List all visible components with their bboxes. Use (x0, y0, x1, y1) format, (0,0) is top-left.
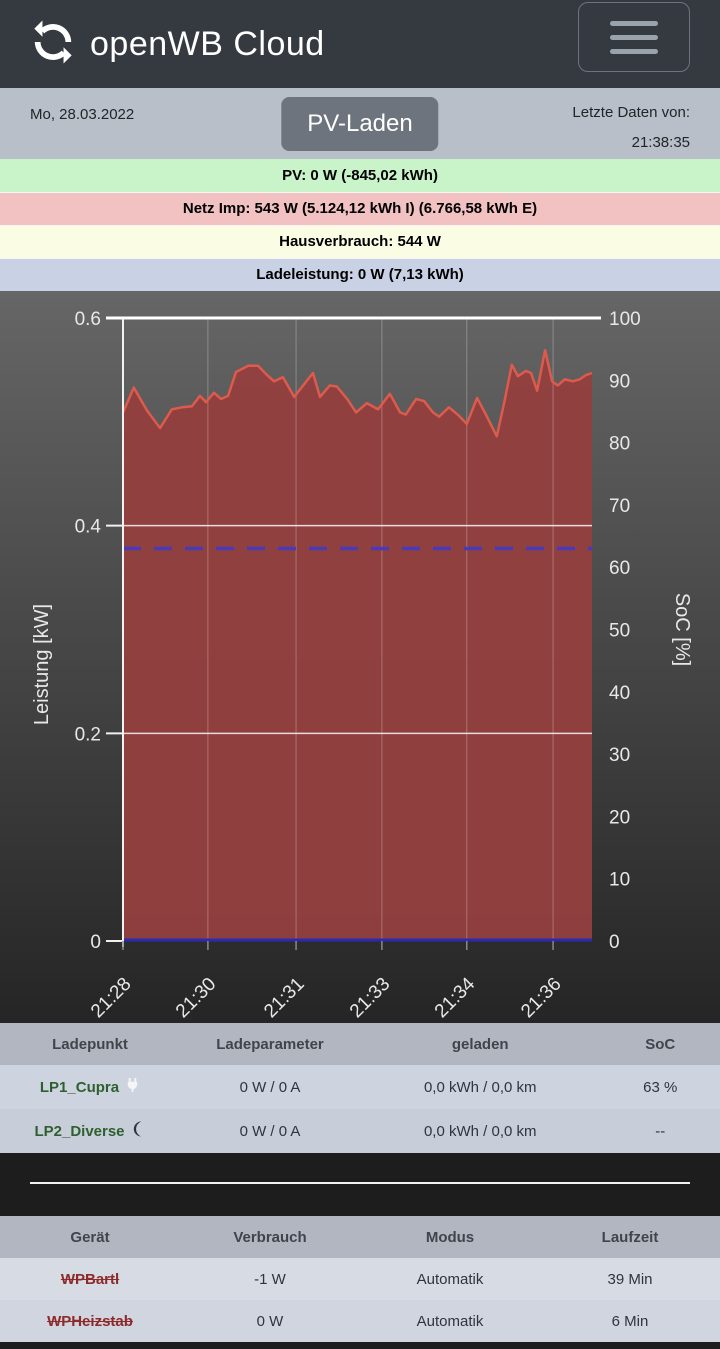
col-geraet: Gerät (0, 1216, 180, 1258)
wpbartl-runtime: 39 Min (540, 1258, 720, 1300)
app-header: openWB Cloud (0, 0, 720, 88)
status-rows: PV: 0 W (-845,02 kWh) Netz Imp: 543 W (5… (0, 159, 720, 291)
table-row: WPBartl -1 W Automatik 39 Min (0, 1258, 720, 1300)
svg-text:30: 30 (609, 745, 630, 766)
col-soc: SoC (600, 1023, 720, 1065)
wpbartl-consumption: -1 W (180, 1258, 360, 1300)
wpheizstab-consumption: 0 W (180, 1300, 360, 1342)
table-row: WPHeizstab 0 W Automatik 6 Min (0, 1300, 720, 1342)
lp2-params: 0 W / 0 A (180, 1109, 360, 1153)
app-footer (0, 1342, 720, 1349)
brand: openWB Cloud (0, 19, 325, 70)
col-verbrauch: Verbrauch (180, 1216, 360, 1258)
col-laufzeit: Laufzeit (540, 1216, 720, 1258)
chart-section: 0 0.2 0.4 0.6 0 10 20 30 40 50 60 70 80 90 100 21:28 21:… (0, 291, 720, 1023)
status-row-charge: Ladeleistung: 0 W (7,13 kWh) (0, 258, 720, 291)
svg-text:SoC [%]: SoC [%] (671, 593, 693, 666)
wpbartl-mode: Automatik (360, 1258, 540, 1300)
chargepoint-lp1-link[interactable]: LP1_Cupra (40, 1077, 140, 1097)
last-data-block: Letzte Daten von: 21:38:35 (572, 98, 690, 158)
svg-text:100: 100 (609, 309, 641, 330)
hamburger-icon (610, 20, 658, 26)
last-data-label: Letzte Daten von: (572, 104, 690, 121)
status-row-grid: Netz Imp: 543 W (5.124,12 kWh I) (6.766,… (0, 192, 720, 225)
moon-icon (131, 1121, 146, 1141)
plug-icon (125, 1077, 140, 1097)
status-row-house: Hausverbrauch: 544 W (0, 225, 720, 258)
svg-text:0.4: 0.4 (75, 517, 102, 538)
hamburger-menu-button[interactable] (578, 2, 690, 72)
svg-text:20: 20 (609, 807, 630, 828)
svg-text:0: 0 (609, 932, 620, 953)
chargepoints-table: Ladepunkt Ladeparameter geladen SoC LP1_… (0, 1023, 720, 1153)
lp2-charged: 0,0 kWh / 0,0 km (360, 1109, 601, 1153)
svg-text:70: 70 (609, 496, 630, 517)
svg-text:Leistung [kW]: Leistung [kW] (31, 604, 53, 725)
svg-text:0: 0 (90, 932, 101, 953)
svg-text:90: 90 (609, 371, 630, 392)
devices-table: Gerät Verbrauch Modus Laufzeit WPBartl -… (0, 1216, 720, 1342)
sync-arrows-icon (30, 19, 76, 70)
lp2-soc: -- (600, 1109, 720, 1153)
svg-text:60: 60 (609, 558, 630, 579)
date-mode-bar: Mo, 28.03.2022 PV-Laden Letzte Daten von… (0, 88, 720, 159)
devices-header-row: Gerät Verbrauch Modus Laufzeit (0, 1216, 720, 1258)
charge-mode-button[interactable]: PV-Laden (281, 97, 439, 151)
wpheizstab-runtime: 6 Min (540, 1300, 720, 1342)
last-data-time: 21:38:35 (631, 134, 690, 151)
status-row-pv: PV: 0 W (-845,02 kWh) (0, 159, 720, 192)
col-modus: Modus (360, 1216, 540, 1258)
table-row: LP1_Cupra 0 W / 0 A 0,0 kWh / 0,0 km 63 … (0, 1065, 720, 1109)
lp1-charged: 0,0 kWh / 0,0 km (360, 1065, 601, 1109)
device-wpheizstab-link[interactable]: WPHeizstab (47, 1312, 133, 1330)
section-separator (0, 1153, 720, 1216)
svg-text:80: 80 (609, 434, 630, 455)
device-wpbartl-link[interactable]: WPBartl (60, 1270, 120, 1288)
lp1-params: 0 W / 0 A (180, 1065, 360, 1109)
chargepoints-header-row: Ladepunkt Ladeparameter geladen SoC (0, 1023, 720, 1065)
col-ladepunkt: Ladepunkt (0, 1023, 180, 1065)
svg-text:0.6: 0.6 (75, 309, 101, 330)
lp1-soc: 63 % (600, 1065, 720, 1109)
svg-text:0.2: 0.2 (75, 724, 101, 745)
wpheizstab-mode: Automatik (360, 1300, 540, 1342)
col-geladen: geladen (360, 1023, 601, 1065)
svg-text:10: 10 (609, 870, 630, 891)
current-date: Mo, 28.03.2022 (30, 106, 135, 123)
table-row: LP2_Diverse 0 W / 0 A 0,0 kWh / 0,0 km -… (0, 1109, 720, 1153)
col-ladeparameter: Ladeparameter (180, 1023, 360, 1065)
svg-text:50: 50 (609, 621, 630, 642)
separator-line (30, 1182, 690, 1184)
svg-text:40: 40 (609, 683, 630, 704)
app-title: openWB Cloud (90, 24, 325, 63)
chargepoint-lp2-link[interactable]: LP2_Diverse (34, 1121, 145, 1141)
